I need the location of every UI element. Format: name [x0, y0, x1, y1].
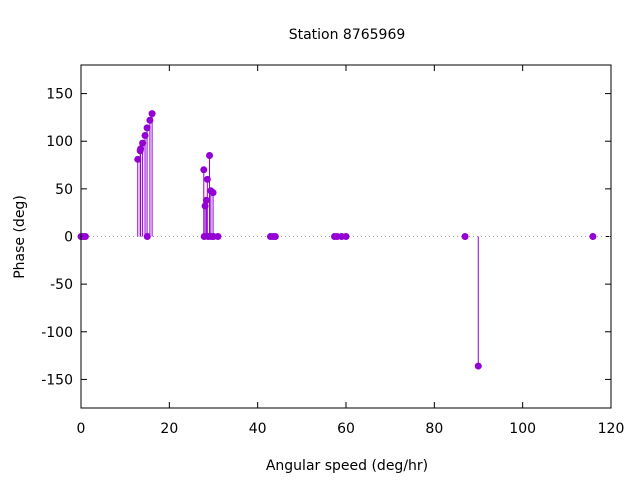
data-point — [214, 233, 222, 240]
x-tick-label: 120 — [598, 421, 625, 437]
data-point — [342, 233, 350, 240]
x-tick-label: 40 — [249, 421, 267, 437]
data-point — [81, 233, 89, 240]
data-point — [271, 233, 279, 240]
x-tick-labels: 0 20 40 60 80 100 120 — [77, 421, 625, 437]
y-tick-label: 100 — [46, 134, 73, 150]
y-tick-label: 50 — [55, 182, 73, 198]
chart-title: Station 8765969 — [289, 27, 406, 43]
axis-ticks — [80, 65, 612, 408]
plot-border — [80, 64, 612, 409]
data-point — [139, 139, 147, 147]
y-tick-label: -50 — [50, 277, 73, 293]
y-tick-label: 150 — [46, 87, 73, 103]
data-point — [461, 233, 469, 240]
x-axis-label: Angular speed (deg/hr) — [266, 458, 428, 474]
y-axis-label: Phase (deg) — [12, 195, 28, 279]
x-tick-label: 20 — [160, 421, 178, 437]
data-point — [200, 166, 208, 174]
x-tick-label: 80 — [425, 421, 443, 437]
y-tick-labels: -150 -100 -50 0 50 100 150 — [41, 87, 73, 389]
data-point — [206, 152, 214, 160]
data-point — [209, 189, 217, 197]
data-point — [474, 362, 482, 370]
x-tick-label: 100 — [509, 421, 536, 437]
y-tick-label: -100 — [41, 325, 73, 341]
data-point — [134, 155, 142, 163]
x-tick-label: 60 — [337, 421, 355, 437]
y-tick-label: 0 — [64, 230, 73, 246]
data-point — [143, 124, 151, 132]
x-tick-label: 0 — [77, 421, 86, 437]
data-marks — [77, 110, 597, 370]
data-point — [589, 233, 597, 240]
y-tick-label: -150 — [41, 372, 73, 388]
data-point — [202, 196, 210, 204]
data-point — [148, 110, 156, 118]
data-point — [143, 233, 151, 240]
